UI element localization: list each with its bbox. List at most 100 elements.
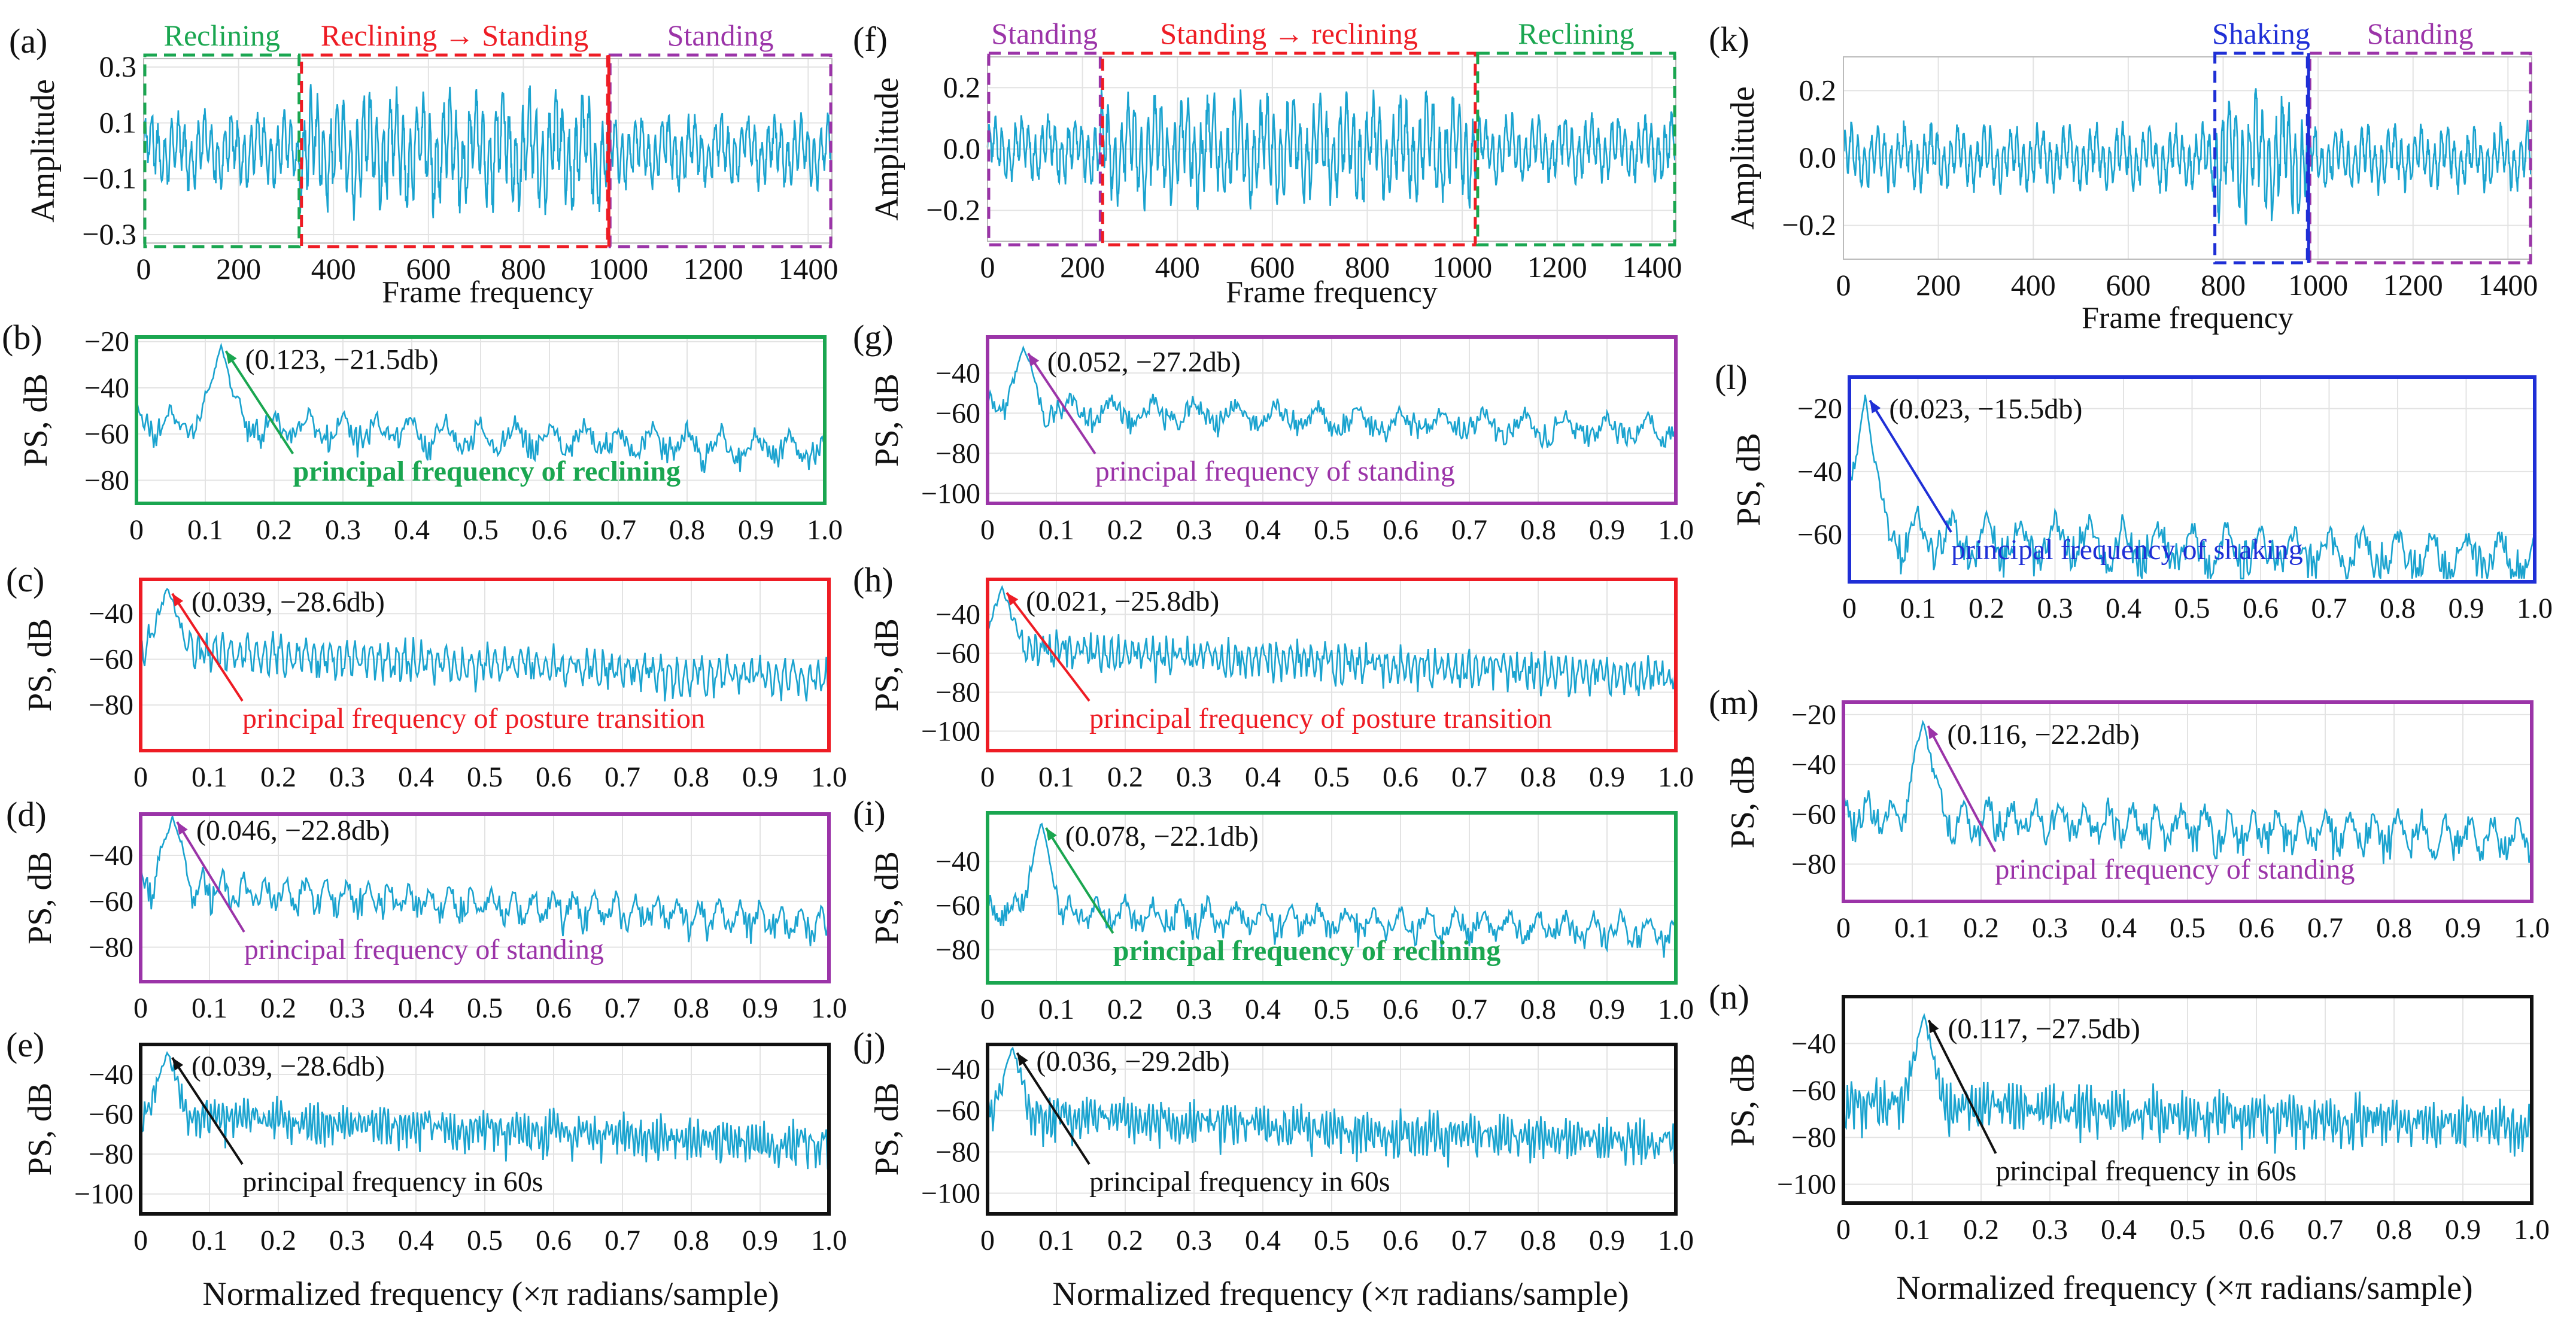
panel-label: (j) <box>853 1025 886 1064</box>
peak-arrowhead <box>226 351 237 365</box>
x-tick-label: 0.4 <box>1245 514 1281 546</box>
annotation-label: principal frequency of shaking <box>1951 534 2303 566</box>
series-trace-c <box>139 588 830 702</box>
peak-arrow <box>1027 353 1096 455</box>
x-tick-label: 200 <box>216 252 261 286</box>
x-axis-label: Frame frequency <box>382 275 594 309</box>
panel-frame <box>986 811 1678 985</box>
series-trace-m <box>1842 719 2533 864</box>
x-tick-label: 0.7 <box>600 514 636 546</box>
x-tick-label: 0.9 <box>742 1225 778 1256</box>
panel-label: (f) <box>853 20 888 59</box>
y-axis-label: PS, dB <box>1724 1053 1761 1147</box>
x-tick-label: 0.2 <box>1963 1214 1999 1246</box>
segment-box <box>1476 51 1676 247</box>
panel-frame <box>986 335 1678 505</box>
x-tick-label: 0.2 <box>260 761 296 793</box>
x-tick-label: 0 <box>980 250 995 284</box>
y-tick-label: −40 <box>84 372 129 404</box>
x-tick-label: 0.6 <box>1383 514 1418 546</box>
panel-label: (c) <box>6 560 44 599</box>
y-tick-label: −60 <box>935 1095 980 1126</box>
x-tick-label: 0.3 <box>325 514 361 546</box>
y-axis-label: PS, dB <box>22 618 59 712</box>
peak-label: (0.123, −21.5db) <box>245 344 438 376</box>
x-tick-label: 0.8 <box>673 1225 709 1256</box>
segment-label: Standing <box>991 17 1098 50</box>
y-tick-label: −40 <box>1791 749 1836 781</box>
x-tick-label: 0.7 <box>604 761 640 793</box>
x-tick-label: 1400 <box>778 252 838 286</box>
y-axis-label: PS, dB <box>868 618 906 712</box>
y-tick-label: −60 <box>935 397 980 429</box>
x-tick-label: 0.9 <box>2445 1214 2481 1246</box>
x-tick-label: 0.4 <box>1245 994 1281 1025</box>
x-tick-label: 0.2 <box>256 514 292 546</box>
x-tick-label: 1.0 <box>811 761 847 793</box>
x-tick-label: 0.6 <box>531 514 567 546</box>
panel-frame <box>1842 995 2534 1205</box>
x-tick-label: 0.7 <box>604 1225 640 1256</box>
x-tick-label: 0.5 <box>1314 994 1350 1025</box>
segment-label: Shaking <box>2212 17 2310 50</box>
panel-label: (b) <box>2 318 42 357</box>
series-trace-h <box>986 585 1677 697</box>
peak-arrow <box>171 593 244 702</box>
peak-arrow <box>1045 827 1114 934</box>
segment-label: Reclining → Standing <box>321 19 588 52</box>
panel-label: (l) <box>1715 358 1748 397</box>
y-tick-label: −0.2 <box>1782 208 1836 242</box>
y-axis-label: Amplitude <box>25 79 62 223</box>
peak-label: (0.039, −28.6db) <box>192 587 385 618</box>
panel-frame <box>986 1043 1678 1216</box>
x-tick-label: 0.3 <box>1176 1225 1212 1256</box>
x-tick-label: 0 <box>1842 593 1857 624</box>
y-axis-label: PS, dB <box>868 851 906 945</box>
x-tick-label: 0.7 <box>1451 761 1487 793</box>
x-tick-label: 0.4 <box>1245 761 1281 793</box>
panel-m: 0 0.1 0.2 0.3 0.4 0.5 0.6 0.7 0.8 0.9 1.0 −20 −40 −60… <box>1709 683 2550 944</box>
panel-b: 0 0.1 0.2 0.3 0.4 0.5 0.6 0.7 0.8 0.9 1.0 −20 −40 −60… <box>2 318 843 546</box>
x-tick-label: 0.6 <box>1383 761 1418 793</box>
x-tick-label: 0.2 <box>1963 912 1999 944</box>
x-tick-label: 0.3 <box>1176 994 1212 1025</box>
peak-arrowhead <box>172 1057 184 1071</box>
y-tick-label: −80 <box>89 690 133 721</box>
x-tick-label: 0.6 <box>2243 593 2279 624</box>
y-tick-label: 0.2 <box>943 70 981 104</box>
x-tick-label: 0 <box>980 1225 995 1256</box>
panel-label: (e) <box>6 1025 44 1064</box>
x-tick-label: 1000 <box>1432 250 1492 284</box>
y-tick-label: −80 <box>935 1136 980 1168</box>
y-tick-label: −80 <box>89 1138 133 1170</box>
x-tick-label: 0.1 <box>1894 1214 1930 1246</box>
x-tick-label: 0.9 <box>1589 1225 1625 1256</box>
y-axis-label: Amplitude <box>868 77 906 221</box>
series-trace-e <box>139 1051 830 1170</box>
annotation-label: principal frequency of standing <box>244 934 604 965</box>
segment-box <box>143 53 301 248</box>
y-tick-label: −60 <box>1791 798 1836 830</box>
x-tick-label: 1.0 <box>1658 994 1694 1025</box>
x-tick-label: 0.5 <box>1314 761 1350 793</box>
panel-label: (a) <box>9 22 47 60</box>
x-tick-label: 0.1 <box>1038 761 1074 793</box>
panel-d: 0 0.1 0.2 0.3 0.4 0.5 0.6 0.7 0.8 0.9 1.0 −40 −60 −80… <box>6 795 847 1024</box>
panel-c: 0 0.1 0.2 0.3 0.4 0.5 0.6 0.7 0.8 0.9 1.0 −40 −60 −80… <box>6 560 847 793</box>
x-tick-label: 0.7 <box>2307 912 2343 944</box>
annotation-label: principal frequency of posture transitio… <box>1089 703 1552 734</box>
segment-label: Reclining <box>1518 17 1634 50</box>
x-tick-label: 0.5 <box>1314 1225 1350 1256</box>
y-tick-label: 0.1 <box>99 105 137 139</box>
y-tick-label: −60 <box>1791 1075 1836 1107</box>
panel-frame <box>986 578 1678 752</box>
annotation-label: principal frequency in 60s <box>1996 1155 2297 1187</box>
panel-label: (i) <box>853 794 886 833</box>
x-tick-label: 1000 <box>2288 268 2348 302</box>
x-tick-label: 0.9 <box>742 992 778 1024</box>
x-tick-label: 1.0 <box>811 1225 847 1256</box>
panel-h: 0 0.1 0.2 0.3 0.4 0.5 0.6 0.7 0.8 0.9 1.0 −40 −60 −80… <box>853 560 1694 793</box>
y-tick-label: 0.0 <box>943 132 981 165</box>
segment-label: Standing <box>667 19 774 52</box>
